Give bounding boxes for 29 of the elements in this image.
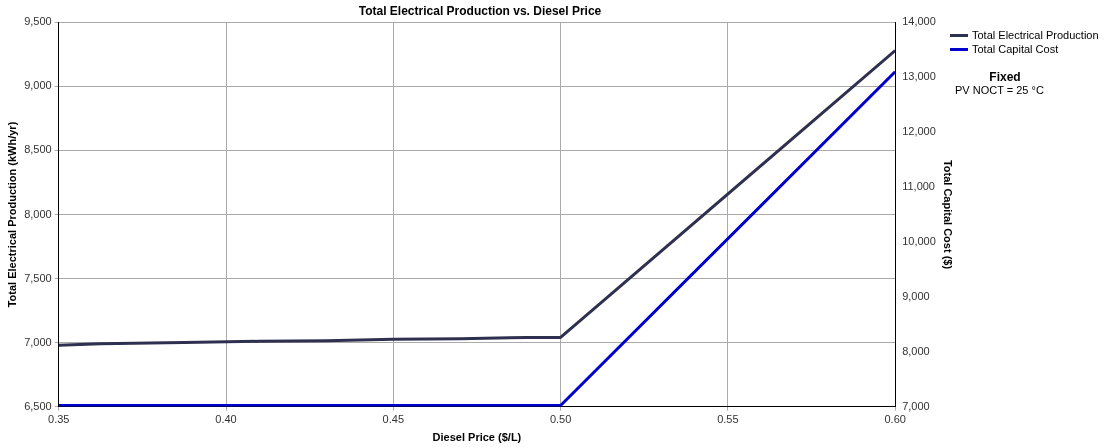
legend-label: Total Capital Cost xyxy=(971,42,1060,56)
x-tick-label: 0.50 xyxy=(549,413,572,426)
y-tick-label: 9,000 xyxy=(24,79,52,92)
y2-tick-label: 12,000 xyxy=(902,125,936,138)
y-tick-label: 7,500 xyxy=(24,271,52,284)
y2-tick-label: 14,000 xyxy=(902,15,936,28)
y-axis-title: Total Electrical Production (kWh/yr) xyxy=(5,121,18,308)
text: PV NOCT = 25 °C xyxy=(955,84,1045,96)
x-tick-label: 0.40 xyxy=(215,413,237,426)
chart-title: Total Electrical Production vs. Diesel Price xyxy=(358,3,602,18)
y2-tick-label: 11,000 xyxy=(902,180,935,193)
y-tick-label: 8,000 xyxy=(24,207,52,220)
y2-tick-label: 7,000 xyxy=(902,399,930,412)
x-tick-label: 0.35 xyxy=(48,413,70,426)
x-axis-title: Diesel Price ($/L) xyxy=(432,431,522,444)
y-tick-label: 8,500 xyxy=(24,143,52,156)
y2-axis-title: Total Capital Cost ($) xyxy=(942,159,955,270)
x-tick-label: 0.60 xyxy=(884,413,906,426)
y2-tick-label: 13,000 xyxy=(902,70,936,83)
y2-tick-label: 9,000 xyxy=(902,289,930,302)
y-tick-label: 7,000 xyxy=(24,335,52,348)
y2-tick-label: 10,000 xyxy=(902,234,936,247)
text: Fixed xyxy=(988,70,1022,84)
x-tick-label: 0.45 xyxy=(382,413,405,426)
x-tick-label: 0.55 xyxy=(717,413,739,426)
legend-label: Total Electrical Production xyxy=(971,28,1099,42)
y2-tick-label: 8,000 xyxy=(902,344,930,357)
y-tick-label: 9,500 xyxy=(24,15,52,28)
y-tick-label: 6,500 xyxy=(24,399,52,412)
